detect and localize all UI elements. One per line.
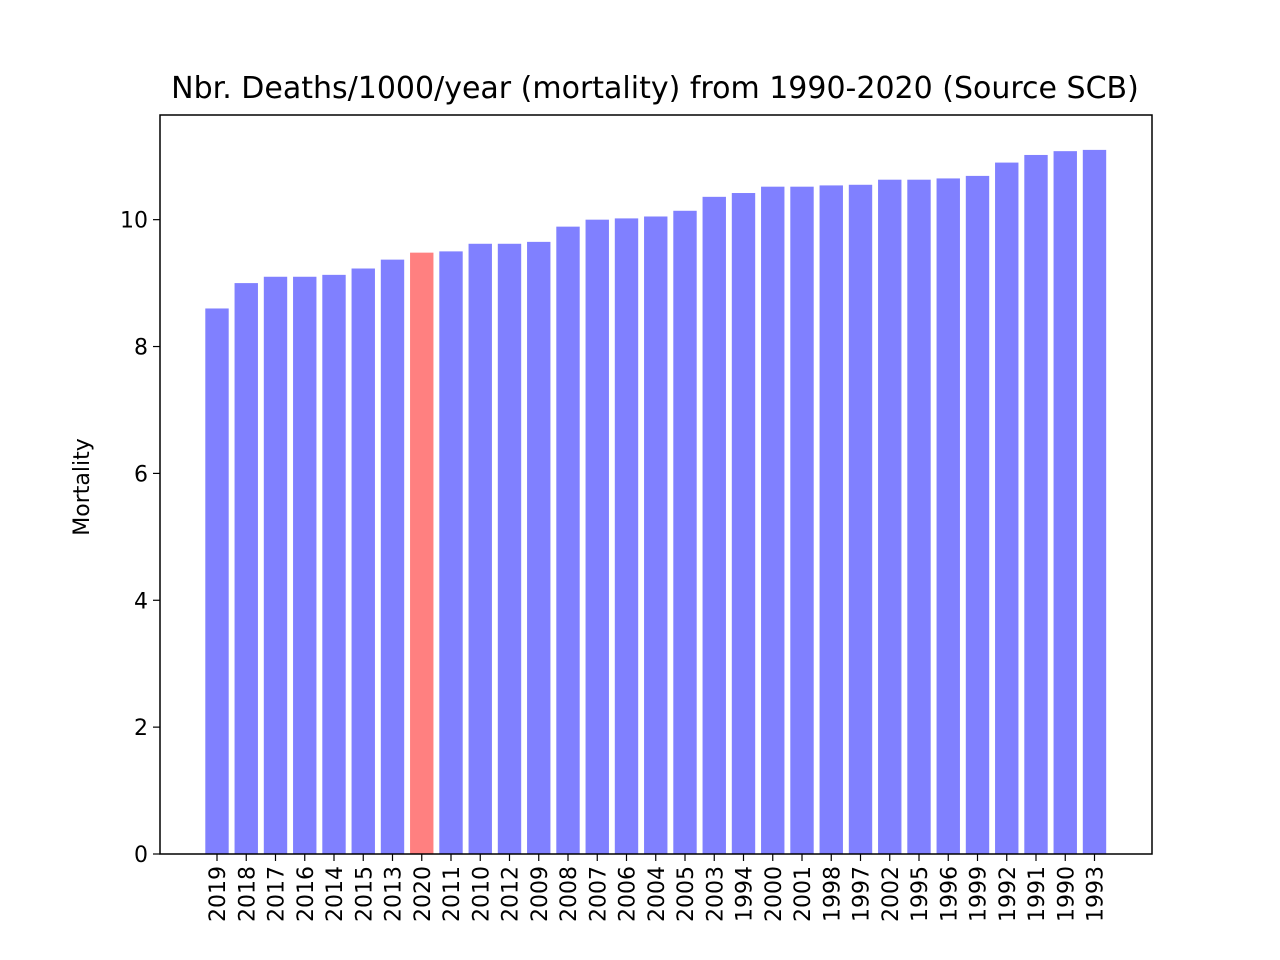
x-tick-label-2012: 2012 [499,866,524,922]
bar-1992 [995,162,1019,854]
x-tick-label-1995: 1995 [908,866,933,922]
bar-2017 [263,276,288,854]
y-axis-label: Mortality [70,438,95,535]
plot-frame [159,114,1153,855]
bar-2016 [293,276,317,854]
bar-1997 [848,184,873,854]
x-tick-label-2015: 2015 [352,866,377,922]
x-tick-label-2020: 2020 [411,866,436,922]
x-tick-label-2010: 2010 [469,866,494,922]
y-tick-label-8: 8 [134,336,148,361]
x-tick-label-2003: 2003 [703,866,728,922]
x-tick-label-2014: 2014 [323,866,348,922]
x-tick-label-2002: 2002 [879,866,904,922]
bars-group [205,149,1107,855]
y-tick-label-4: 4 [134,589,148,614]
y-tick-label-6: 6 [134,462,148,487]
bar-2019 [205,308,229,855]
x-tick-label-2013: 2013 [382,866,407,922]
x-tick-label-1991: 1991 [1025,866,1050,922]
bar-1996 [936,178,960,854]
bar-1995 [907,179,931,854]
bar-2020 [410,252,434,854]
bar-1991 [1024,154,1048,854]
x-tick-label-2008: 2008 [557,866,582,922]
x-tick-label-1992: 1992 [996,866,1021,922]
y-tick-label-0: 0 [134,843,148,868]
x-tick-label-2005: 2005 [674,866,699,922]
x-tick-label-2011: 2011 [440,866,465,922]
bar-2015 [351,268,375,854]
bar-2004 [644,216,668,855]
bar-2000 [761,186,785,854]
bar-1999 [965,175,990,854]
chart-title: Nbr. Deaths/1000/year (mortality) from 1… [171,71,1139,106]
bar-2001 [790,186,814,854]
bar-2014 [322,274,346,855]
bar-1993 [1082,149,1107,854]
bar-2005 [673,210,697,854]
x-tick-label-1993: 1993 [1084,866,1109,922]
x-tick-label-2006: 2006 [616,866,641,922]
bar-1994 [731,193,756,854]
y-tick-label-2: 2 [134,716,148,741]
x-tick-label-1990: 1990 [1054,866,1079,922]
x-tick-label-1999: 1999 [967,866,992,922]
bar-2018 [234,283,258,855]
bar-2002 [878,179,902,854]
bar-2009 [527,241,551,854]
bar-2013 [380,259,405,854]
bar-2011 [439,251,463,854]
x-tick-label-2004: 2004 [645,866,670,922]
y-tick-label-10: 10 [120,209,148,234]
y-axis: 0 2 4 6 8 10 [120,209,160,868]
x-tick-label-2009: 2009 [528,866,553,922]
x-tick-label-2007: 2007 [586,866,611,922]
bar-2007 [585,219,609,855]
x-tick-label-1998: 1998 [820,866,845,922]
x-tick-label-2018: 2018 [235,866,260,922]
bar-2012 [497,243,522,854]
bar-2008 [556,226,580,854]
bar-2010 [468,243,492,854]
x-tick-label-1994: 1994 [733,866,758,922]
x-tick-label-2001: 2001 [791,866,816,922]
bar-1990 [1053,151,1077,854]
x-tick-label-2000: 2000 [762,866,787,922]
x-tick-label-2019: 2019 [206,866,231,922]
bar-1998 [819,185,843,854]
bar-2006 [614,218,639,854]
x-axis: 2019 2018 2017 2016 2014 2015 2013 2020 2011 2010… [206,854,1109,922]
x-tick-label-1997: 1997 [850,866,875,922]
bar-2003 [702,196,726,854]
x-tick-label-2016: 2016 [294,866,319,922]
x-tick-label-1996: 1996 [937,866,962,922]
x-tick-label-2017: 2017 [265,866,290,922]
